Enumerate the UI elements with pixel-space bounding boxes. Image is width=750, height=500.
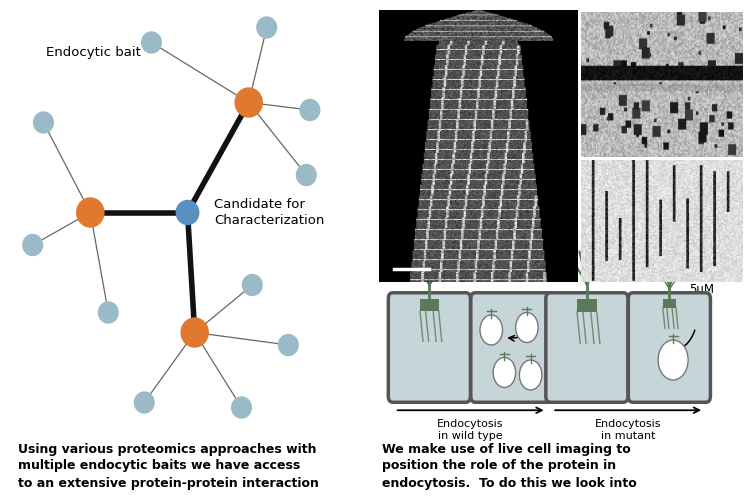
- Ellipse shape: [296, 164, 316, 186]
- Ellipse shape: [134, 392, 154, 413]
- Circle shape: [519, 360, 542, 390]
- Text: Candidate for
Characterization: Candidate for Characterization: [214, 198, 325, 226]
- Text: We make use of live cell imaging to
position the role of the protein in
endocyto: We make use of live cell imaging to posi…: [382, 442, 638, 490]
- Text: Using various proteomics approaches with
multiple endocytic baits we have access: Using various proteomics approaches with…: [18, 442, 320, 490]
- FancyBboxPatch shape: [546, 292, 628, 402]
- Bar: [420, 299, 439, 311]
- Ellipse shape: [22, 234, 43, 256]
- Text: Endocytosis
in wild type: Endocytosis in wild type: [437, 419, 504, 441]
- FancyBboxPatch shape: [388, 292, 470, 402]
- Ellipse shape: [232, 397, 251, 418]
- Circle shape: [516, 312, 538, 342]
- Circle shape: [480, 315, 502, 345]
- Ellipse shape: [76, 198, 104, 227]
- Text: 5μM: 5μM: [688, 282, 714, 296]
- Ellipse shape: [176, 200, 199, 224]
- Ellipse shape: [34, 112, 53, 133]
- Ellipse shape: [242, 274, 262, 295]
- Bar: [663, 299, 676, 308]
- Ellipse shape: [182, 318, 209, 347]
- Ellipse shape: [98, 302, 118, 323]
- Text: Endocytosis
in mutant: Endocytosis in mutant: [595, 419, 662, 441]
- Circle shape: [658, 340, 688, 380]
- FancyBboxPatch shape: [628, 292, 710, 402]
- Ellipse shape: [278, 334, 298, 355]
- Ellipse shape: [236, 88, 262, 117]
- Circle shape: [494, 358, 516, 388]
- Ellipse shape: [300, 100, 320, 120]
- Bar: [577, 298, 597, 312]
- Text: Endocytic bait: Endocytic bait: [46, 46, 141, 59]
- Ellipse shape: [256, 17, 277, 38]
- FancyBboxPatch shape: [471, 292, 553, 402]
- Ellipse shape: [142, 32, 161, 53]
